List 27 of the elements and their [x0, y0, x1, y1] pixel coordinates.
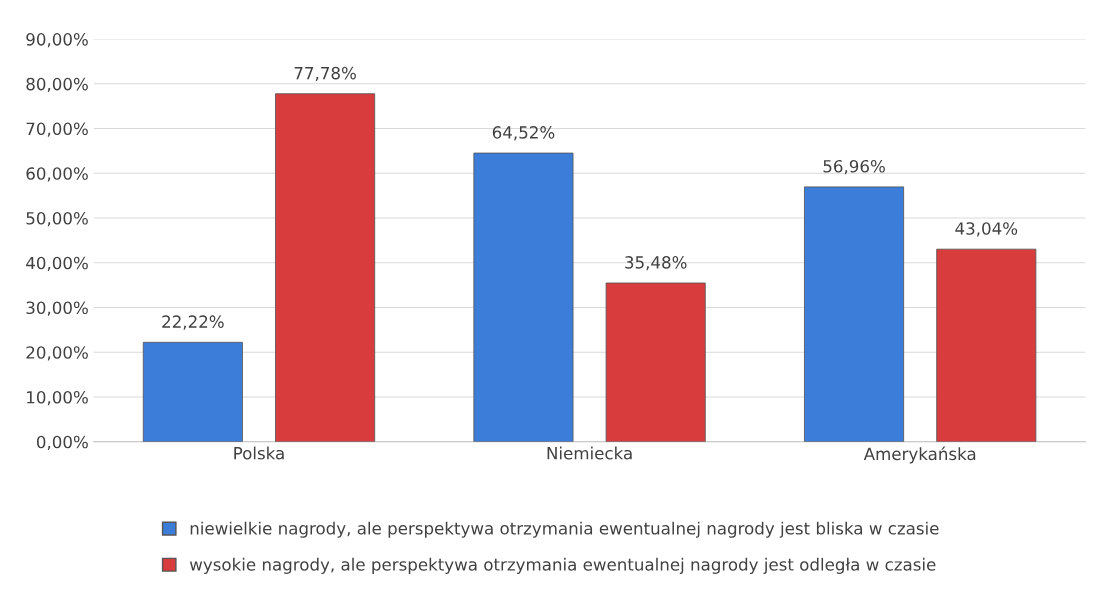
bar	[275, 93, 376, 442]
legend-label: niewielkie nagrody, ale perspektywa otrzymania ewentualnej nagrody jest bliska w czasie	[190, 521, 939, 538]
data-label: 22,22%	[162, 315, 224, 330]
y-tick-label: 0,00%	[36, 435, 88, 450]
y-tick-label: 30,00%	[26, 301, 88, 316]
data-label: 56,96%	[823, 159, 885, 175]
bar	[142, 341, 243, 442]
y-tick-label: 70,00%	[26, 122, 88, 137]
data-label: 64,52%	[492, 126, 555, 141]
bar	[804, 186, 905, 442]
y-tick-label: 80,00%	[26, 77, 88, 93]
x-tick-label: Niemiecka	[547, 446, 632, 460]
y-tick-label: 60,00%	[26, 167, 88, 182]
data-label: 77,78%	[294, 66, 356, 82]
x-tick-label: Amerykańska	[863, 446, 976, 464]
bar	[936, 248, 1037, 442]
y-tick-label: 90,00%	[26, 33, 88, 48]
y-tick-label: 50,00%	[26, 211, 88, 227]
bar	[473, 152, 574, 442]
data-label: 43,04%	[955, 222, 1018, 237]
data-label: 35,48%	[625, 256, 687, 271]
bar	[605, 282, 706, 442]
x-tick-label: Polska	[234, 446, 284, 460]
y-tick-label: 40,00%	[26, 256, 88, 272]
y-tick-label: 20,00%	[26, 346, 88, 361]
legend-label: wysokie nagrody, ale perspektywa otrzymania ewentualnej nagrody jest odległa w czasie	[189, 557, 936, 574]
y-tick-label: 10,00%	[27, 390, 88, 406]
